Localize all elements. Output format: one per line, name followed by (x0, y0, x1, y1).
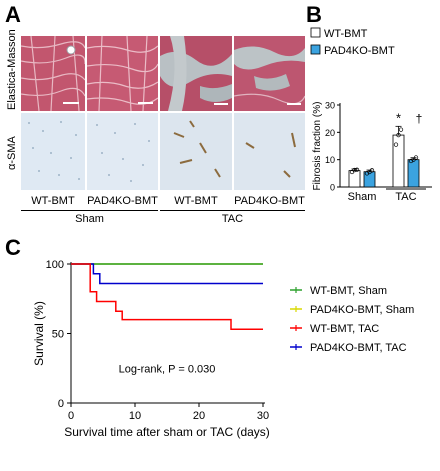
y-axis-label: Survival (%) (32, 301, 46, 366)
datapoint-sham-1-2 (369, 168, 375, 173)
x-tick-label-2: 20 (193, 410, 205, 422)
logrank-annotation: Log-rank, P = 0.030 (119, 363, 216, 375)
x-axis-label: Survival time after sham or TAC (days) (64, 425, 270, 439)
legend-label-0: WT-BMT, Sham (310, 285, 387, 297)
x-category-label-0: Sham (348, 191, 377, 203)
annotation-asterisk: * (396, 110, 401, 125)
bar-tac-1 (407, 159, 420, 188)
micrograph-sma-wt-sham (21, 113, 85, 190)
x-tick-label-1: 10 (129, 410, 141, 422)
row-label-sma: α-SMA (6, 136, 18, 170)
micrograph-sma-wt-tac (160, 113, 232, 190)
legend-swatch-1 (310, 44, 321, 55)
panel-label-b: B (306, 2, 322, 27)
datapoint-tac-0-0 (393, 142, 399, 147)
group-line-tac (160, 210, 305, 211)
micrograph-sma-ko-sham (87, 113, 158, 190)
micrograph-masson-wt-sham (21, 36, 85, 111)
x-tick-label-3: 30 (257, 410, 269, 422)
micrograph-sma-ko-tac (234, 113, 305, 190)
panel-label-c: C (5, 235, 21, 260)
datapoint-tac-1-1 (411, 157, 416, 162)
legend-label-1: PAD4KO-BMT, Sham (310, 304, 414, 316)
x-tick-label-0: 0 (68, 410, 74, 422)
bar-tac-0 (392, 134, 405, 188)
legend-label-0: WT-BMT (324, 28, 368, 40)
y-tick-label-0: 0 (58, 398, 64, 410)
row-label-masson: Elastica-Masson (6, 29, 18, 110)
datapoint-tac-1-2 (413, 155, 419, 160)
datapoint-tac-0-1 (396, 132, 401, 138)
legend-swatch-0 (310, 27, 321, 38)
col-label-wt-tac: WT-BMT (174, 195, 218, 207)
legend-label-1: PAD4KO-BMT (324, 45, 395, 57)
group-label-sham: Sham (75, 213, 104, 225)
micrograph-masson-ko-tac (234, 36, 305, 111)
col-label-wt-sham: WT-BMT (31, 195, 75, 207)
annotation-dagger: † (416, 111, 423, 125)
y-tick-label-1: 10 (325, 155, 335, 165)
y-axis-label: Fibrosis fraction (%) (312, 102, 323, 191)
panel-label-a: A (5, 2, 21, 27)
y-tick-label-0: 0 (330, 183, 335, 193)
group-label-tac: TAC (221, 213, 244, 225)
datapoint-tac-0-2 (398, 127, 404, 132)
col-label-ko-sham: PAD4KO-BMT (87, 195, 158, 207)
survival-line-3 (71, 263, 263, 285)
y-tick-label-2: 100 (46, 259, 64, 271)
y-tick-label-1: 50 (52, 329, 64, 341)
y-tick-label-3: 30 (325, 101, 335, 111)
group-line-sham (21, 210, 158, 211)
legend-label-3: PAD4KO-BMT, TAC (310, 342, 407, 354)
datapoint-sham-0-1 (352, 167, 357, 173)
col-label-ko-tac: PAD4KO-BMT (234, 195, 305, 207)
survival-curve-chart: 0 50 100 0 10 20 30 Survival (%) Survival time a… (32, 259, 414, 439)
datapoint-sham-0-2 (354, 167, 360, 172)
x-category-label-1: TAC (395, 191, 416, 203)
legend-label-2: WT-BMT, TAC (310, 323, 379, 335)
micrograph-masson-wt-tac (160, 36, 232, 111)
y-tick-label-2: 20 (325, 128, 335, 138)
survival-line-2 (71, 263, 263, 331)
micrograph-masson-ko-sham (87, 36, 158, 111)
